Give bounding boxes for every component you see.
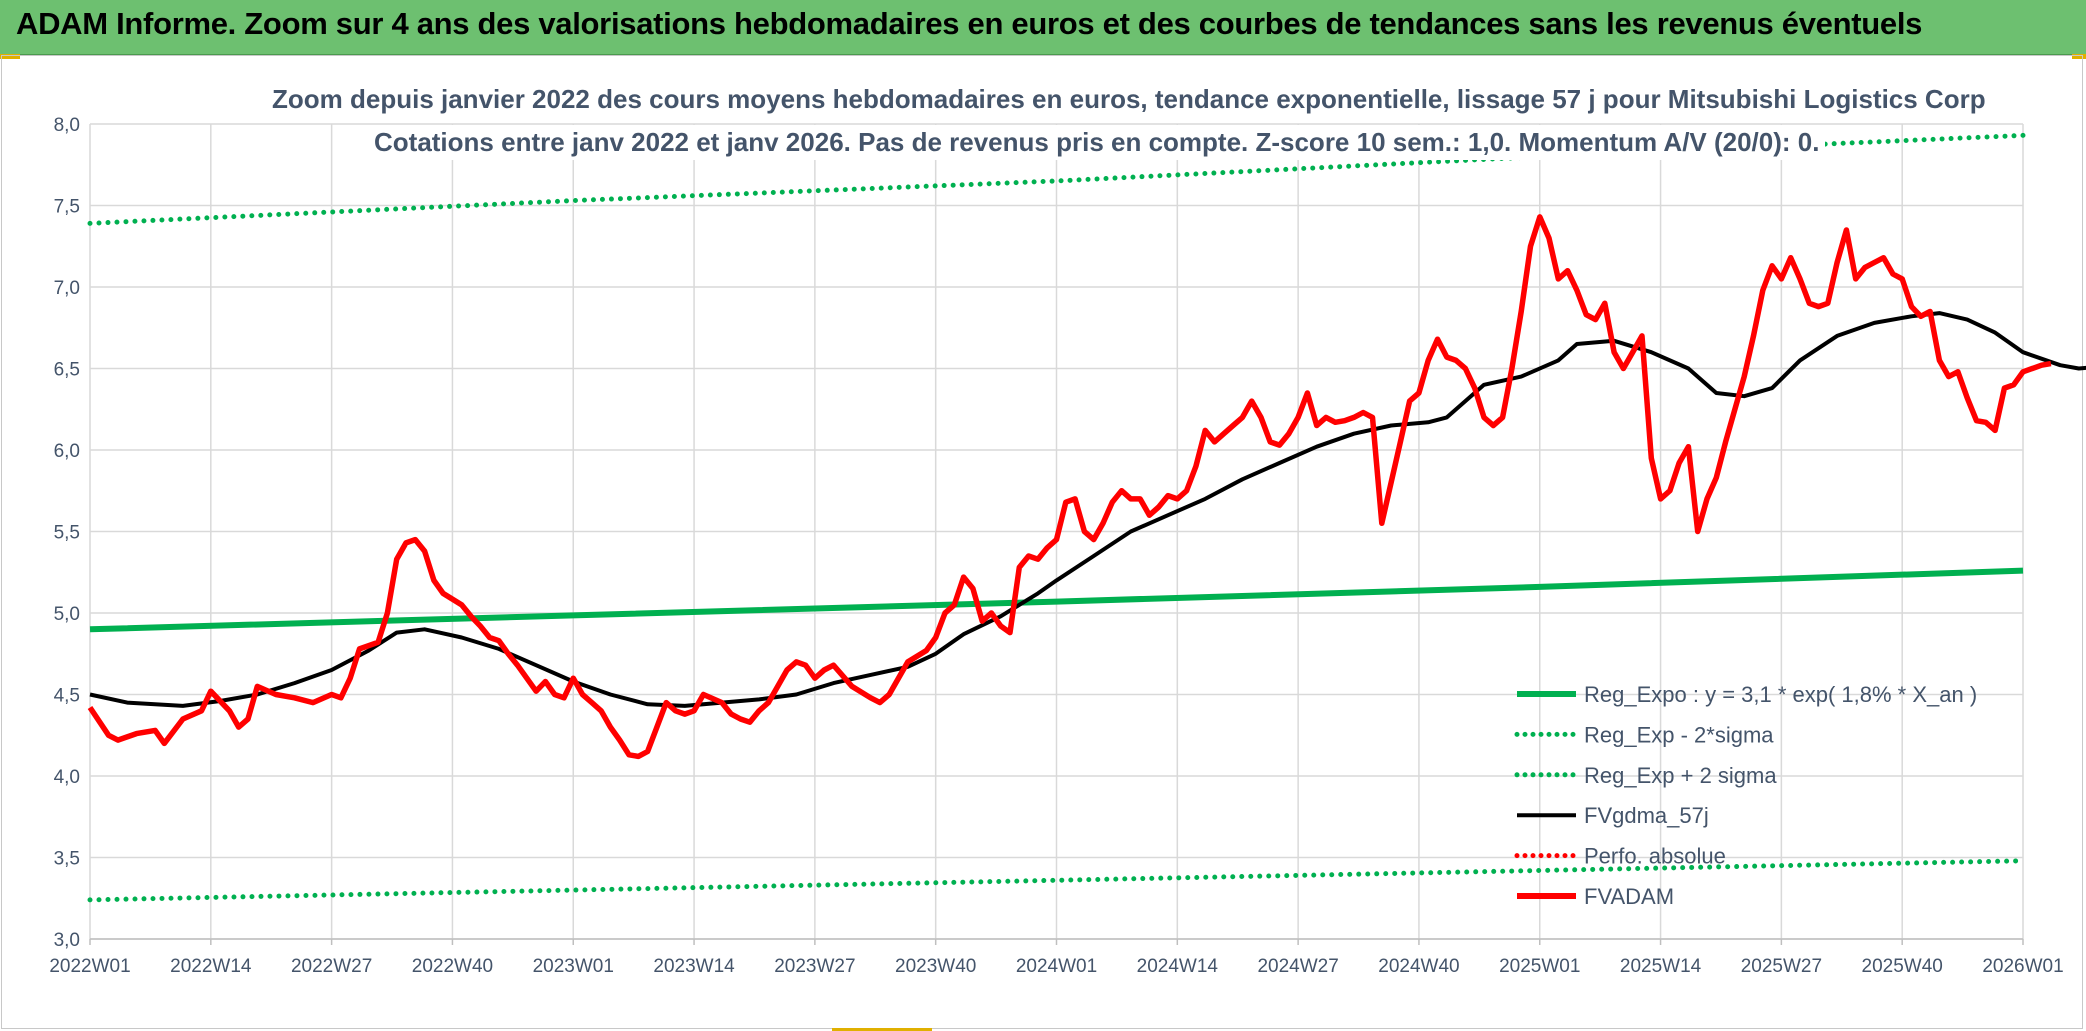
- series-line-0: [89, 567, 2024, 633]
- x-tick-label: 2025W40: [1862, 956, 1943, 977]
- chart-frame: [1, 55, 2083, 1029]
- x-tick-label: 2024W27: [1257, 956, 1338, 977]
- y-tick-label: 6,5: [54, 360, 80, 381]
- y-tick-label: 3,0: [54, 930, 80, 951]
- y-tick-label: 5,5: [54, 523, 80, 544]
- legend-label: Perfo. absolue: [1584, 844, 1726, 869]
- x-tick-label: 2022W40: [412, 956, 493, 977]
- y-tick-label: 7,0: [54, 278, 80, 299]
- x-tick-label: 2025W01: [1499, 956, 1580, 977]
- x-tick-label: 2023W40: [895, 956, 976, 977]
- x-tick-label: 2023W01: [533, 956, 614, 977]
- x-tick-label: 2024W01: [1016, 956, 1097, 977]
- y-tick-label: 8,0: [54, 115, 80, 136]
- report-title: ADAM Informe. Zoom sur 4 ans des valoris…: [16, 6, 1923, 41]
- x-tick-label: 2023W27: [774, 956, 855, 977]
- report-banner: ADAM Informe. Zoom sur 4 ans des valoris…: [0, 0, 2086, 55]
- x-tick-label: 2022W01: [49, 956, 130, 977]
- series-line-3: [89, 311, 2086, 708]
- x-tick-label: 2025W14: [1620, 956, 1702, 977]
- y-tick-label: 4,0: [54, 767, 80, 788]
- legend-label: FVgdma_57j: [1584, 803, 1709, 828]
- y-tick-label: 5,0: [54, 604, 80, 625]
- accent-bar-bottom: [832, 1028, 932, 1031]
- chart-subtitle-line1: Zoom depuis janvier 2022 des cours moyen…: [266, 82, 1992, 117]
- legend-label: Reg_Exp + 2 sigma: [1584, 763, 1777, 788]
- x-axis-ticks: 2022W01 2022W14 2022W27 2022W40 2023W01 2023W…: [49, 956, 2063, 977]
- y-tick-label: 4,5: [54, 686, 80, 707]
- series-line-1: [87, 858, 2026, 903]
- x-tick-label: 2022W27: [291, 956, 372, 977]
- x-tick-label: 2026W01: [1982, 956, 2063, 977]
- x-tick-label: 2024W14: [1137, 956, 1219, 977]
- legend-label: Reg_Expo : y = 3,1 * exp( 1,8% * X_an ): [1584, 682, 1977, 707]
- x-tick-label: 2025W27: [1741, 956, 1822, 977]
- y-axis-ticks: 3,0 3,5 4,0 4,5 5,0 5,5 6,0 6,5 7,0 7,5 8,0: [54, 115, 80, 951]
- accent-bar-left: [0, 54, 20, 59]
- x-tick-label: 2023W14: [653, 956, 735, 977]
- series-lines: [87, 132, 2086, 903]
- series-line-4: [87, 214, 2052, 760]
- y-tick-label: 6,0: [54, 441, 80, 462]
- chart-subtitle-line2: Cotations entre janv 2022 et janv 2026. …: [368, 125, 1826, 160]
- y-tick-label: 7,5: [54, 197, 80, 218]
- legend-label: FVADAM: [1584, 884, 1674, 909]
- legend: Reg_Expo : y = 3,1 * exp( 1,8% * X_an ) R…: [1514, 682, 1977, 909]
- y-tick-label: 3,5: [54, 849, 80, 870]
- x-tick-label: 2022W14: [170, 956, 252, 977]
- x-tick-label: 2024W40: [1378, 956, 1459, 977]
- accent-bar-right: [2072, 54, 2086, 59]
- legend-label: Reg_Exp - 2*sigma: [1584, 722, 1774, 747]
